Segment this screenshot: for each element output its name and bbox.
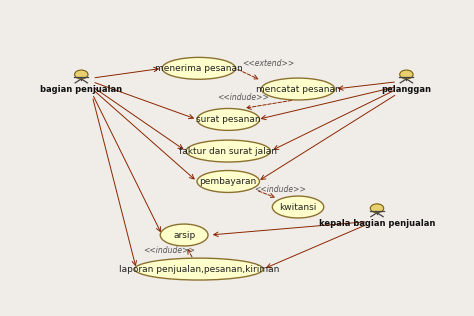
Text: <<indude>>: <<indude>> xyxy=(254,185,306,194)
Ellipse shape xyxy=(197,171,259,192)
Text: menerima pesanan: menerima pesanan xyxy=(155,64,243,73)
Ellipse shape xyxy=(272,196,324,218)
Text: laporan penjualan,pesanan,kiriman: laporan penjualan,pesanan,kiriman xyxy=(118,264,279,274)
Ellipse shape xyxy=(197,108,259,131)
Circle shape xyxy=(400,70,413,79)
Circle shape xyxy=(74,70,88,79)
Text: pelanggan: pelanggan xyxy=(382,85,431,94)
Circle shape xyxy=(370,204,384,213)
Text: surat pesanan: surat pesanan xyxy=(196,115,261,124)
Text: bagian penjualan: bagian penjualan xyxy=(40,85,122,94)
Ellipse shape xyxy=(135,258,263,280)
Ellipse shape xyxy=(261,78,335,100)
Text: kepala bagian penjualan: kepala bagian penjualan xyxy=(319,219,435,228)
Text: mencatat pesanan: mencatat pesanan xyxy=(255,84,340,94)
Ellipse shape xyxy=(160,224,208,246)
Text: <<indude>>: <<indude>> xyxy=(144,246,195,255)
Text: <<indude>>: <<indude>> xyxy=(217,93,269,102)
Text: kwitansi: kwitansi xyxy=(279,203,317,211)
Ellipse shape xyxy=(186,140,271,162)
Text: pembayaran: pembayaran xyxy=(200,177,257,186)
Text: faktur dan surat jalan: faktur dan surat jalan xyxy=(179,147,277,155)
Text: <<extend>>: <<extend>> xyxy=(243,59,295,68)
Ellipse shape xyxy=(162,58,236,79)
Text: arsip: arsip xyxy=(173,230,195,240)
